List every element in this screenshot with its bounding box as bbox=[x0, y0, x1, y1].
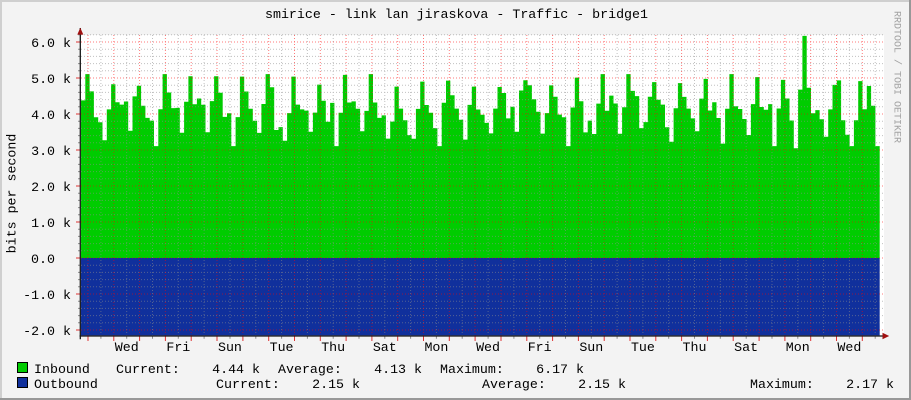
svg-text:Mon: Mon bbox=[424, 340, 448, 355]
svg-text:4.13 k: 4.13 k bbox=[374, 362, 422, 377]
svg-text:Tue: Tue bbox=[270, 340, 294, 355]
svg-text:Maximum:: Maximum: bbox=[440, 362, 504, 377]
svg-text:Inbound: Inbound bbox=[34, 362, 90, 377]
svg-text:bits per second: bits per second bbox=[5, 134, 20, 254]
svg-text:4.0 k: 4.0 k bbox=[31, 108, 71, 123]
svg-text:Tue: Tue bbox=[631, 340, 655, 355]
svg-text:Fri: Fri bbox=[528, 340, 552, 355]
svg-text:Maximum:: Maximum: bbox=[750, 377, 814, 392]
svg-text:Wed: Wed bbox=[476, 340, 500, 355]
svg-text:Sat: Sat bbox=[734, 340, 758, 355]
svg-text:4.44 k: 4.44 k bbox=[212, 362, 260, 377]
svg-text:2.15 k: 2.15 k bbox=[578, 377, 626, 392]
svg-text:Wed: Wed bbox=[837, 340, 861, 355]
svg-text:Average:: Average: bbox=[278, 362, 342, 377]
svg-text:1.0 k: 1.0 k bbox=[31, 216, 71, 231]
svg-text:Wed: Wed bbox=[115, 340, 139, 355]
svg-text:Thu: Thu bbox=[321, 340, 345, 355]
svg-text:2.0 k: 2.0 k bbox=[31, 180, 71, 195]
svg-text:-1.0 k: -1.0 k bbox=[23, 288, 71, 303]
svg-text:Sun: Sun bbox=[218, 340, 242, 355]
svg-text:Fri: Fri bbox=[166, 340, 190, 355]
svg-text:Sun: Sun bbox=[579, 340, 603, 355]
svg-text:Average:: Average: bbox=[482, 377, 546, 392]
svg-text:Current:: Current: bbox=[116, 362, 180, 377]
svg-text:6.17 k: 6.17 k bbox=[536, 362, 584, 377]
svg-text:Sat: Sat bbox=[373, 340, 397, 355]
svg-text:smirice - link lan jiraskova -: smirice - link lan jiraskova - Traffic -… bbox=[265, 7, 648, 22]
svg-text:2.15 k: 2.15 k bbox=[312, 377, 360, 392]
svg-text:Outbound: Outbound bbox=[34, 377, 98, 392]
svg-text:3.0 k: 3.0 k bbox=[31, 144, 71, 159]
svg-text:Current:: Current: bbox=[216, 377, 280, 392]
svg-text:RRDTOOL / TOBI OETIKER: RRDTOOL / TOBI OETIKER bbox=[891, 11, 903, 143]
svg-text:-2.0 k: -2.0 k bbox=[23, 324, 71, 339]
svg-text:Thu: Thu bbox=[683, 340, 707, 355]
svg-text:0.0: 0.0 bbox=[31, 252, 55, 267]
svg-text:6.0 k: 6.0 k bbox=[31, 36, 71, 51]
svg-text:2.17 k: 2.17 k bbox=[846, 377, 894, 392]
svg-text:Mon: Mon bbox=[786, 340, 810, 355]
svg-text:5.0 k: 5.0 k bbox=[31, 72, 71, 87]
